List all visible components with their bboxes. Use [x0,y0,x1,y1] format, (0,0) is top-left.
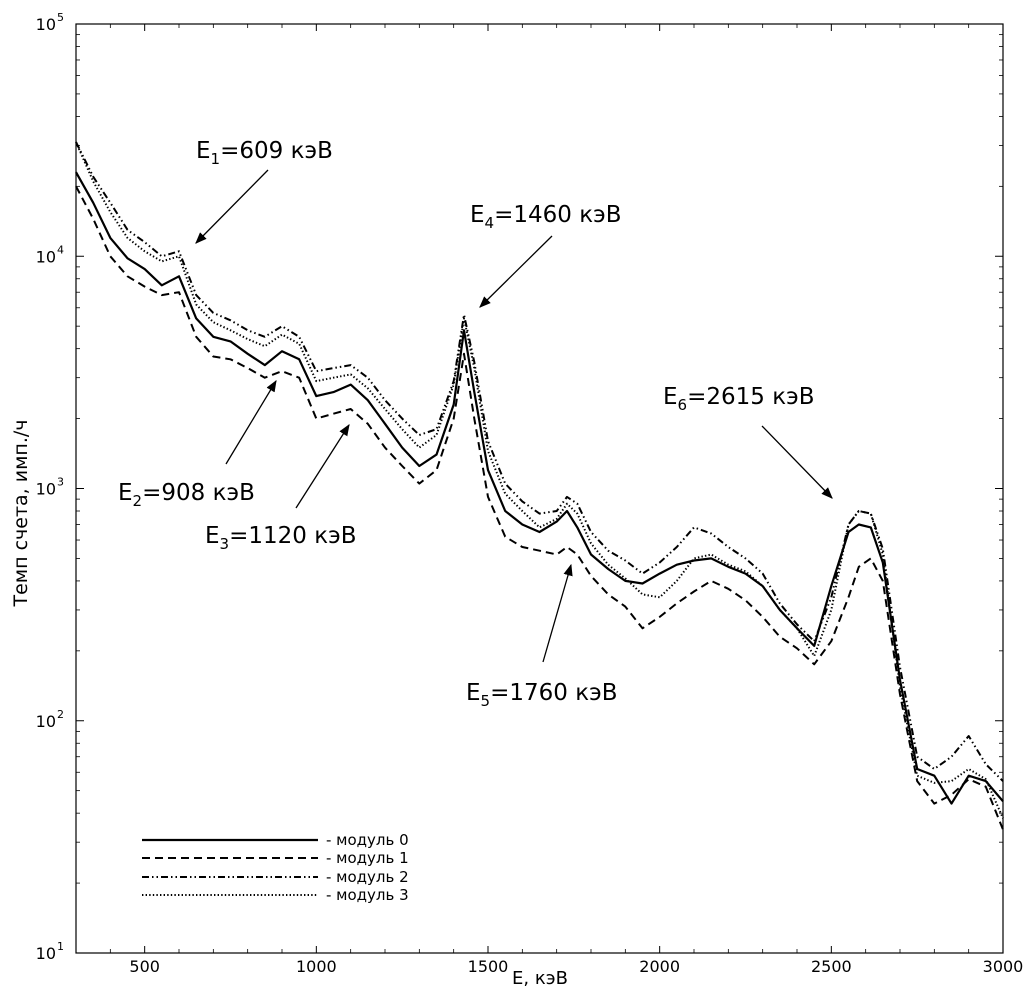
series-line-3 [75,141,1004,819]
annotation-arrow [195,169,269,244]
legend-label-1: - модуль 1 [326,849,409,867]
legend-label-0: - модуль 0 [326,831,409,849]
x-tick-label: 2500 [811,957,852,976]
annotation-e2: E2=908 кэВ [118,379,277,510]
annotation-e6: E6=2615 кэВ [663,384,833,499]
y-tick-label: 10 [36,15,56,34]
annotation-e4: E4=1460 кэВ [470,202,622,308]
x-tick-label: 2000 [639,957,680,976]
annotation-arrow [225,379,277,465]
annotations: E1=609 кэВ E2=908 кэВ E3=1120 кэВ E4=1460 к… [118,138,833,710]
x-tick-label: 1500 [468,957,509,976]
annotation-label: E6=2615 кэВ [663,384,815,414]
annotation-e5: E5=1760 кэВ [466,563,618,710]
series-group [75,141,1004,830]
y-tick-label: 10 [36,247,56,266]
legend-label-3: - модуль 3 [326,886,409,904]
annotation-arrow [542,563,573,663]
legend-label-2: - модуль 2 [326,868,409,886]
x-tick-label: 1000 [296,957,337,976]
x-axis-label: E, кэВ [512,968,568,989]
y-tick-exponent: 1 [57,940,64,953]
annotation-e1: E1=609 кэВ [195,138,333,244]
annotation-arrow [295,424,350,509]
annotation-e3: E3=1120 кэВ [205,424,357,553]
series-line-1 [75,185,1004,830]
annotation-label: E3=1120 кэВ [205,523,357,553]
annotation-label: E4=1460 кэВ [470,202,622,232]
y-tick-exponent: 5 [57,11,64,24]
series-line-0 [75,171,1004,805]
annotation-label: E2=908 кэВ [118,480,255,510]
annotation-arrow [479,235,553,308]
y-tick-label: 10 [36,712,56,731]
annotation-label: E1=609 кэВ [196,138,333,168]
x-tick-label: 3000 [983,957,1024,976]
y-tick-exponent: 3 [57,476,64,489]
y-tick-exponent: 4 [57,243,64,256]
x-tick-label: 500 [129,957,160,976]
y-tick-label: 10 [36,944,56,963]
annotation-label: E5=1760 кэВ [466,680,618,710]
y-tick-label: 10 [36,480,56,499]
y-tick-exponent: 2 [57,708,64,721]
annotation-arrow [761,425,833,499]
y-axis-label: Темп счета, имп./ч [10,419,32,607]
legend: - модуль 0- модуль 1- модуль 2- модуль 3 [142,831,409,904]
